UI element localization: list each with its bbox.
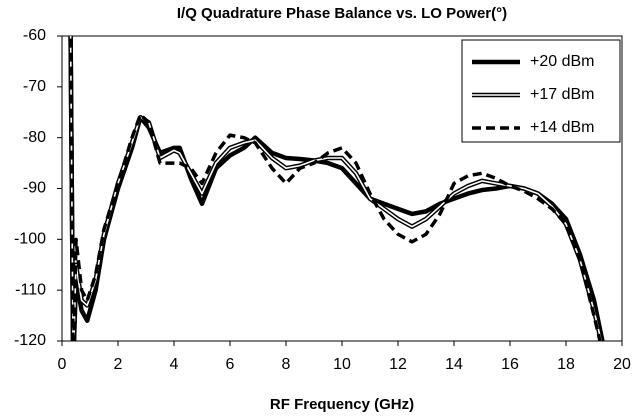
- x-tick-label: 12: [389, 356, 407, 373]
- series-line: [68, 36, 602, 341]
- x-tick-label: 16: [501, 356, 519, 373]
- y-tick-label: -110: [15, 281, 46, 298]
- x-tick-label: 10: [333, 356, 351, 373]
- x-tick-label: 14: [445, 356, 463, 373]
- y-tick-label: -60: [23, 27, 46, 44]
- legend-label: +14 dBm: [530, 119, 594, 136]
- x-tick-label: 0: [58, 356, 67, 373]
- x-tick-label: 20: [613, 356, 631, 373]
- x-tick-label: 18: [557, 356, 575, 373]
- plot-area: [68, 36, 605, 341]
- legend-label: +20 dBm: [530, 53, 594, 70]
- y-tick-label: -90: [23, 180, 46, 197]
- x-axis-label: RF Frequency (GHz): [270, 396, 414, 413]
- x-tick-label: 6: [226, 356, 235, 373]
- x-tick-label: 2: [114, 356, 123, 373]
- y-tick-label: -100: [14, 231, 46, 248]
- x-tick-label: 8: [282, 356, 291, 373]
- legend-label: +17 dBm: [530, 86, 594, 103]
- y-tick-label: -70: [23, 78, 46, 95]
- y-tick-label: -80: [23, 129, 46, 146]
- y-tick-label: -120: [14, 332, 46, 349]
- chart-title: I/Q Quadrature Phase Balance vs. LO Powe…: [177, 5, 507, 22]
- legend-box: [461, 39, 621, 143]
- x-tick-label: 4: [170, 356, 179, 373]
